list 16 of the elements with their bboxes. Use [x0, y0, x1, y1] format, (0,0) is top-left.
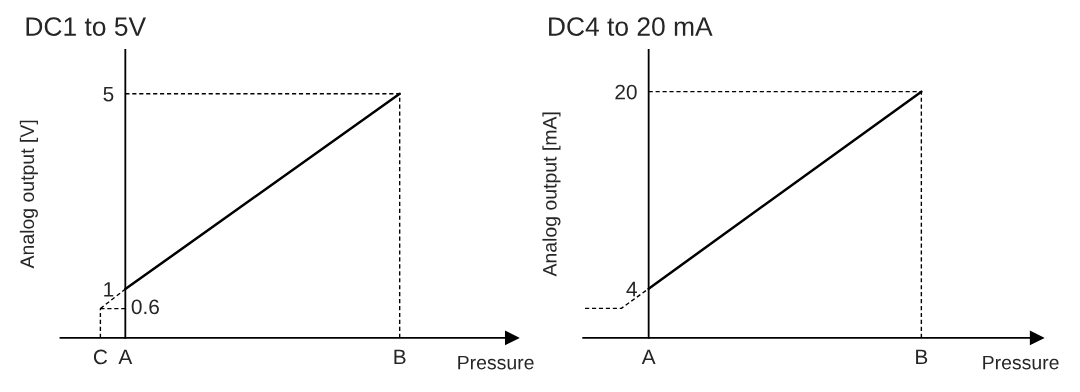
annotation: 0.6 [131, 299, 159, 315]
chart-title: DC4 to 20 mA [549, 17, 713, 36]
y-tick-label: 1 [104, 282, 114, 297]
x-tick-label: A [641, 349, 656, 365]
x-axis-title: Pressure [983, 355, 1059, 370]
x-axis-title: Pressure [458, 355, 534, 370]
y-axis-title: Analog output [V] [19, 120, 38, 269]
x-tick-label: B [916, 349, 928, 365]
x-tick-label: C [93, 349, 108, 365]
y-tick-label: 4 [626, 281, 637, 297]
y-axis-title: Analog output [mA] [542, 112, 561, 277]
x-tick-label: A [118, 349, 133, 365]
y-tick-label: 5 [103, 86, 114, 102]
y-tick-label: 20 [615, 84, 637, 100]
x-tick-label: B [394, 349, 406, 365]
chart-title: DC1 to 5V [26, 17, 146, 36]
